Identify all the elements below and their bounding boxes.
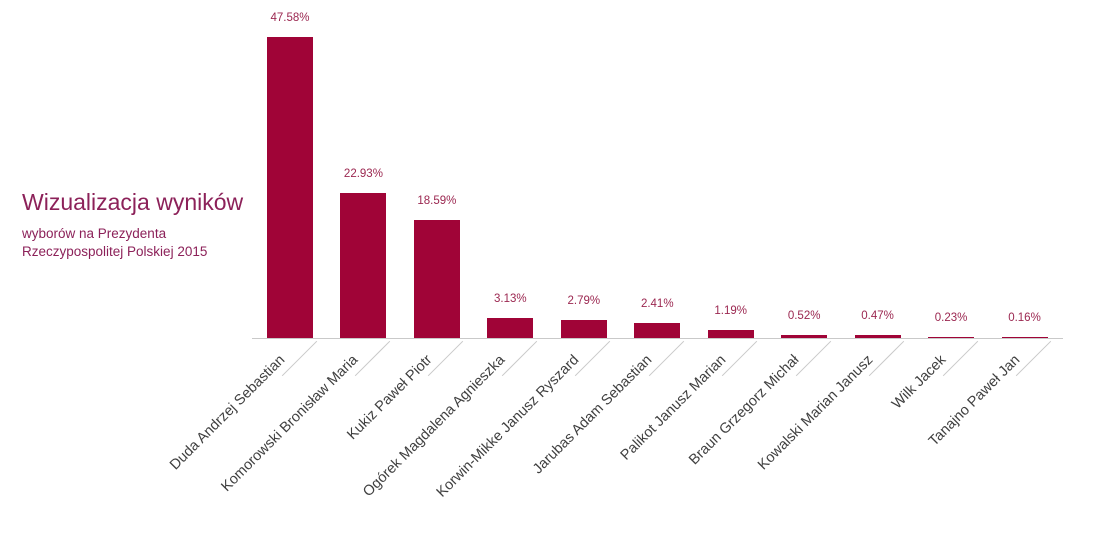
axis-tick — [648, 340, 684, 377]
axis-tick — [501, 340, 538, 377]
bar-3[interactable] — [413, 220, 460, 338]
bar-7[interactable] — [707, 330, 754, 338]
bar-value-label: 18.59% — [417, 195, 457, 208]
axis-tick — [281, 340, 317, 377]
bar-value-label: 47.58% — [270, 12, 310, 24]
chart-subtitle: wyborów na Prezydenta Rzeczypospolitej P… — [22, 226, 208, 259]
axis-tick — [1015, 340, 1052, 377]
bar-value-label: 0.23% — [934, 311, 968, 324]
axis-tick — [575, 340, 611, 377]
title-block: Wizualizacja wyników wyborów na Prezyden… — [22, 188, 252, 261]
bar-value-label: 1.19% — [714, 305, 747, 318]
bar-10[interactable] — [928, 336, 975, 338]
bar-value-label: 0.47% — [861, 310, 894, 323]
bar-6[interactable] — [634, 322, 681, 338]
axis-tick — [868, 340, 905, 377]
bar-value-label: 2.41% — [640, 297, 674, 310]
bar-value-label: 2.79% — [567, 295, 601, 308]
bar-value-label: 0.52% — [787, 309, 821, 322]
axis-tick — [354, 340, 391, 377]
bar-11[interactable] — [1001, 336, 1048, 338]
axis-tick — [428, 340, 464, 377]
bar-value-label: 22.93% — [343, 167, 383, 180]
bar-1[interactable] — [267, 37, 313, 338]
chart-title: Wizualizacja wyników — [22, 189, 244, 215]
bar-value-label: 3.13% — [494, 293, 527, 306]
bar-5[interactable] — [560, 320, 607, 338]
bar-4[interactable] — [487, 318, 534, 338]
bar-2[interactable] — [340, 192, 387, 338]
axis-tick — [942, 340, 978, 377]
bar-value-label: 0.16% — [1008, 311, 1041, 324]
bar-9[interactable] — [854, 335, 901, 338]
axis-tick — [722, 340, 758, 377]
axis-tick — [795, 340, 831, 377]
x-axis-line — [252, 338, 1063, 339]
bar-8[interactable] — [781, 334, 828, 338]
